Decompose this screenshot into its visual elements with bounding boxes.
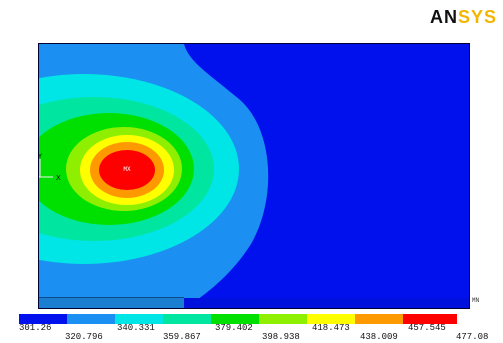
logo-text-gold: SYS bbox=[458, 7, 498, 27]
legend-swatch-1 bbox=[19, 314, 67, 324]
legend-value-8: 438.009 bbox=[360, 332, 398, 342]
contour-plot: MX X Y bbox=[39, 44, 469, 308]
legend-swatch-6 bbox=[259, 314, 307, 324]
triad-x-label: X bbox=[56, 175, 61, 182]
legend-value-4: 359.867 bbox=[163, 332, 201, 342]
triad-y-label: Y bbox=[39, 154, 42, 160]
legend-swatch-2 bbox=[67, 314, 115, 324]
logo-text-dark: AN bbox=[430, 7, 458, 27]
legend-value-6: 398.938 bbox=[262, 332, 300, 342]
legend-value-1: 301.26 bbox=[19, 323, 52, 333]
legend-value-2: 320.796 bbox=[65, 332, 103, 342]
legend-value-9: 457.545 bbox=[408, 323, 446, 333]
bottom-strip-line bbox=[39, 297, 184, 298]
max-marker-label: MX bbox=[123, 166, 131, 173]
min-marker-label: MN bbox=[472, 297, 480, 304]
ansys-logo: ANSYS bbox=[430, 8, 497, 26]
bottom-strip-light bbox=[39, 298, 184, 308]
legend-swatch-9 bbox=[403, 314, 457, 324]
legend-value-5: 379.402 bbox=[215, 323, 253, 333]
legend-value-10: 477.08 bbox=[456, 332, 489, 342]
legend-swatch-8 bbox=[355, 314, 403, 324]
legend-swatch-7 bbox=[307, 314, 355, 324]
legend-swatch-3 bbox=[115, 314, 163, 324]
legend-value-7: 418.473 bbox=[312, 323, 350, 333]
legend-value-3: 340.331 bbox=[117, 323, 155, 333]
legend-labels: 301.26 320.796 340.331 359.867 379.402 3… bbox=[0, 323, 503, 343]
bottom-strip-dark bbox=[184, 298, 469, 308]
color-legend bbox=[19, 314, 457, 324]
legend-swatch-5 bbox=[211, 314, 259, 324]
legend-swatch-4 bbox=[163, 314, 211, 324]
contour-plot-viewport[interactable]: MX X Y bbox=[38, 43, 470, 309]
contour-band-max bbox=[99, 150, 155, 190]
